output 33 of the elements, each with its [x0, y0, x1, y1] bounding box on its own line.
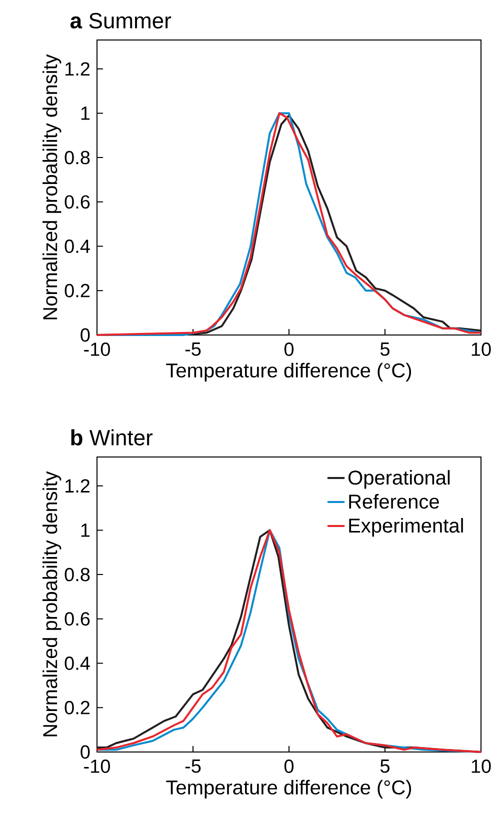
chart-title: a Summer [70, 12, 172, 28]
y-tick-label: 1 [81, 106, 90, 120]
x-axis-title: Temperature difference (°C) [166, 780, 412, 798]
y-tick-label: 0.8 [64, 150, 90, 164]
y-tick-label: 0.2 [64, 284, 90, 298]
legend-label: Operational [348, 470, 450, 489]
x-axis-title: Temperature difference (°C) [166, 362, 412, 382]
x-tick-label: -10 [84, 342, 110, 356]
legend-label: Reference [349, 494, 439, 509]
x-tick-label: 0 [284, 760, 294, 773]
y-tick-label: 0.2 [64, 700, 90, 714]
x-tick-label: 0 [284, 342, 294, 356]
x-tick-label: -10 [84, 760, 110, 773]
y-tick-label: 1.2 [65, 479, 90, 492]
y-axis-title: Normalized probability density [42, 54, 62, 320]
y-tick-label: 1 [81, 524, 90, 537]
x-tick-label: -5 [185, 760, 201, 773]
y-tick-label: 0 [80, 328, 90, 342]
legend-label: Experimental [349, 518, 463, 537]
y-tick-label: 0.4 [64, 656, 90, 670]
y-tick-label: 0 [80, 745, 90, 759]
y-tick-label: 0.8 [64, 568, 90, 582]
y-tick-label: 0.6 [64, 612, 90, 626]
chart-title: b Winter [71, 429, 153, 446]
y-axis-title: Normalized probability density [42, 471, 62, 736]
y-tick-label: 0.6 [64, 195, 90, 209]
x-tick-label: 5 [380, 342, 390, 356]
y-tick-label: 0.4 [64, 240, 90, 254]
x-tick-label: -5 [185, 342, 201, 356]
x-tick-label: 10 [472, 760, 491, 773]
x-tick-label: 5 [380, 760, 390, 773]
y-tick-label: 1.2 [65, 62, 90, 76]
x-tick-label: 10 [472, 342, 491, 356]
